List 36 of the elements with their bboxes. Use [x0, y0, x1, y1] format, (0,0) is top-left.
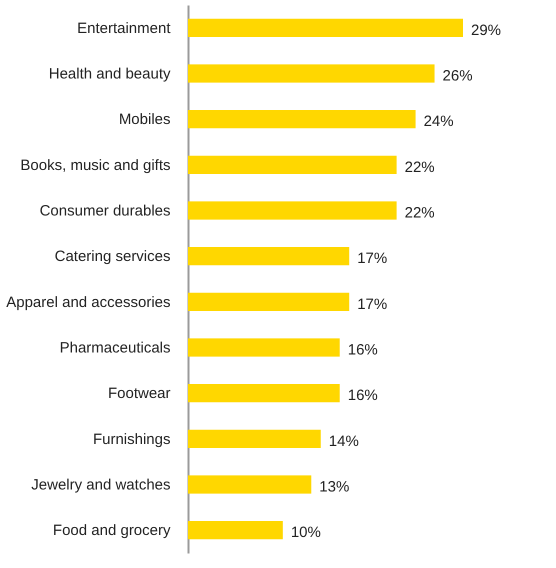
y-tick-label: Pharmaceuticals — [60, 340, 170, 356]
y-tick-label: Jewelry and watches — [31, 476, 170, 494]
y-tick-label: Entertainment — [77, 20, 172, 37]
bar — [188, 247, 350, 266]
bar — [188, 292, 350, 311]
data-label: 14% — [328, 432, 359, 450]
data-label: 17% — [357, 250, 388, 268]
data-label: 22% — [404, 204, 435, 222]
bar — [188, 64, 435, 83]
y-tick-label: Health and beauty — [48, 66, 171, 82]
bar — [188, 338, 340, 357]
data-label: 24% — [424, 113, 454, 130]
bar — [188, 156, 397, 174]
data-label: 17% — [357, 296, 388, 313]
bar — [188, 384, 340, 402]
y-tick-label: Footwear — [108, 385, 170, 402]
data-label: 26% — [442, 68, 473, 84]
data-label: 29% — [471, 22, 502, 39]
data-label: 16% — [348, 387, 378, 404]
y-tick-label: Catering services — [54, 248, 170, 266]
data-label: 13% — [319, 478, 350, 496]
bar — [188, 521, 283, 540]
y-tick-label: Consumer durables — [40, 202, 170, 220]
bar — [188, 430, 321, 448]
y-tick-label: Furnishings — [92, 430, 170, 448]
bar — [188, 18, 463, 37]
bar — [188, 201, 397, 220]
data-label: 16% — [348, 342, 378, 358]
y-tick-label: Food and grocery — [52, 522, 171, 540]
data-label: 22% — [404, 158, 435, 176]
bar — [188, 110, 416, 128]
y-tick-label: Apparel and accessories — [6, 294, 170, 311]
y-tick-label: Books, music and gifts — [20, 156, 170, 174]
data-label: 10% — [290, 524, 321, 542]
bar — [188, 475, 312, 494]
y-tick-label: Mobiles — [118, 111, 170, 128]
